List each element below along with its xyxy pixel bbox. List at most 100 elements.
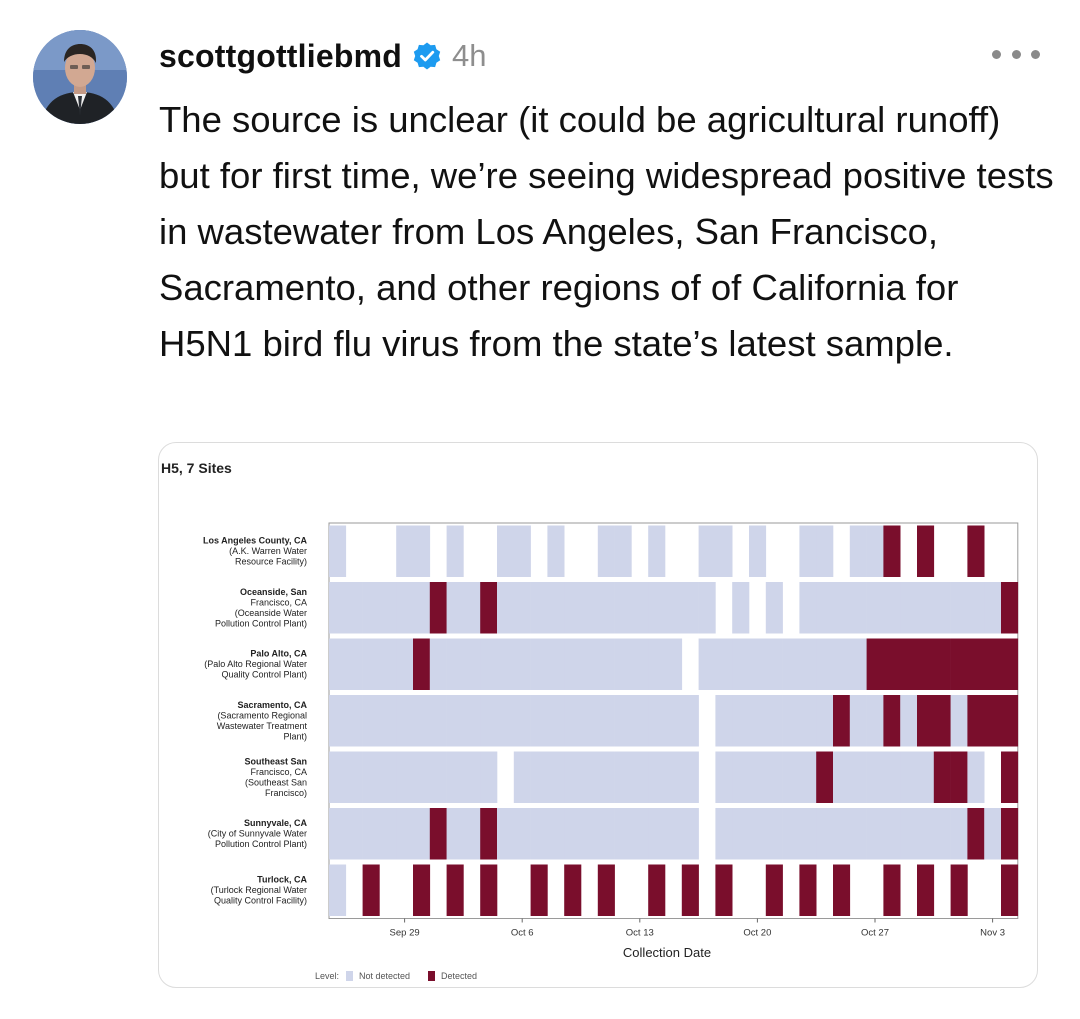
cell-not-detected (715, 808, 733, 860)
cell-not-detected (446, 582, 464, 634)
cell-not-detected (799, 638, 817, 690)
cell-not-detected (765, 638, 783, 690)
site-name-label: Sacramento, CA (237, 700, 307, 710)
site-detail-label: (Turlock Regional Water (211, 885, 307, 895)
site-detail-label: Quality Control Plant) (221, 670, 307, 680)
more-options-icon[interactable] (992, 42, 1040, 66)
cell-not-detected (564, 638, 582, 690)
cell-not-detected (597, 638, 615, 690)
cell-detected (1001, 751, 1019, 803)
cell-detected (900, 638, 918, 690)
cell-not-detected (782, 808, 800, 860)
x-tick-label: Oct 6 (511, 928, 534, 939)
cell-not-detected (446, 808, 464, 860)
site-detail-label: Resource Facility) (235, 557, 307, 567)
cell-not-detected (732, 582, 750, 634)
site-name-label: Turlock, CA (257, 875, 307, 885)
cell-not-detected (900, 582, 918, 634)
cell-not-detected (597, 751, 615, 803)
cell-not-detected (816, 525, 834, 577)
cell-not-detected (866, 808, 884, 860)
cell-not-detected (614, 525, 632, 577)
cell-detected (917, 525, 935, 577)
cell-not-detected (665, 695, 683, 747)
cell-not-detected (463, 638, 481, 690)
cell-not-detected (429, 695, 447, 747)
cell-not-detected (513, 751, 531, 803)
cell-not-detected (698, 638, 716, 690)
avatar-image (33, 30, 127, 124)
cell-not-detected (765, 808, 783, 860)
cell-not-detected (329, 751, 347, 803)
x-tick-label: Sep 29 (390, 928, 420, 939)
cell-not-detected (329, 525, 347, 577)
cell-detected (597, 864, 615, 916)
cell-not-detected (900, 751, 918, 803)
cell-not-detected (648, 525, 666, 577)
x-tick-label: Oct 27 (861, 928, 889, 939)
cell-not-detected (597, 808, 615, 860)
avatar[interactable] (33, 30, 127, 124)
cell-not-detected (816, 808, 834, 860)
cell-not-detected (581, 751, 599, 803)
cell-not-detected (917, 582, 935, 634)
cell-not-detected (765, 751, 783, 803)
cell-not-detected (379, 582, 397, 634)
cell-detected (1001, 695, 1019, 747)
cell-not-detected (648, 808, 666, 860)
site-detail-label: Pollution Control Plant) (215, 839, 307, 849)
cell-not-detected (413, 582, 431, 634)
cell-detected (362, 864, 380, 916)
cell-not-detected (849, 808, 867, 860)
cell-not-detected (463, 695, 481, 747)
cell-detected (413, 864, 431, 916)
cell-detected (967, 638, 985, 690)
cell-detected (933, 638, 951, 690)
legend-swatch-detected (428, 971, 435, 981)
verified-badge-icon (413, 42, 441, 70)
cell-not-detected (681, 751, 699, 803)
cell-not-detected (564, 582, 582, 634)
cell-not-detected (765, 582, 783, 634)
cell-not-detected (614, 695, 632, 747)
chart-image[interactable]: H5, 7 Sites Los Angeles County, CA (A.K. … (158, 442, 1038, 988)
cell-not-detected (849, 695, 867, 747)
cell-not-detected (345, 751, 363, 803)
cell-detected (681, 864, 699, 916)
cell-not-detected (413, 695, 431, 747)
cell-not-detected (866, 751, 884, 803)
cell-not-detected (446, 638, 464, 690)
cell-not-detected (581, 808, 599, 860)
site-name-label: Sunnyvale, CA (244, 818, 308, 828)
cell-not-detected (782, 751, 800, 803)
cell-detected (950, 751, 968, 803)
cell-not-detected (749, 638, 767, 690)
cell-detected (950, 864, 968, 916)
cell-detected (765, 864, 783, 916)
cell-detected (480, 582, 498, 634)
cell-not-detected (648, 638, 666, 690)
cell-detected (413, 638, 431, 690)
post-header: scottgottliebmd 4h (159, 36, 486, 76)
cell-not-detected (345, 638, 363, 690)
username[interactable]: scottgottliebmd (159, 37, 402, 74)
cell-not-detected (564, 808, 582, 860)
cell-not-detected (530, 751, 548, 803)
cell-detected (883, 638, 901, 690)
cell-detected (480, 864, 498, 916)
cell-not-detected (648, 695, 666, 747)
cell-not-detected (413, 525, 431, 577)
cell-not-detected (849, 638, 867, 690)
cell-not-detected (715, 751, 733, 803)
cell-detected (933, 751, 951, 803)
cell-not-detected (849, 751, 867, 803)
cell-not-detected (530, 582, 548, 634)
cell-not-detected (362, 751, 380, 803)
cell-not-detected (833, 638, 851, 690)
cell-not-detected (833, 582, 851, 634)
cell-detected (917, 638, 935, 690)
cell-not-detected (396, 808, 414, 860)
cell-not-detected (614, 751, 632, 803)
cell-not-detected (581, 695, 599, 747)
cell-detected (1001, 864, 1019, 916)
